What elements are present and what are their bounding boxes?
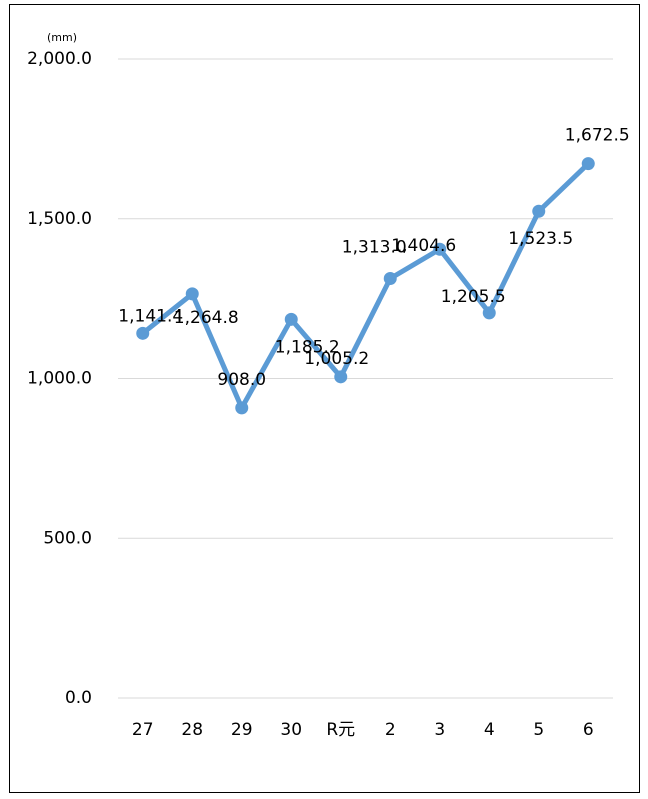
x-tick-label: 29 xyxy=(231,720,253,740)
x-tick-label: 2 xyxy=(385,720,396,740)
y-tick-label: 0.0 xyxy=(65,688,92,708)
data-label: 1,141.4 xyxy=(118,306,183,326)
y-tick-label: 500.0 xyxy=(43,528,92,548)
y-tick-label: 2,000.0 xyxy=(27,49,92,69)
point xyxy=(136,326,150,340)
data-label: 1,313.0 xyxy=(342,237,407,257)
chart-border xyxy=(9,4,640,793)
data-label: 1,005.2 xyxy=(304,349,369,369)
x-tick-label: 30 xyxy=(280,720,302,740)
point xyxy=(482,306,496,320)
x-tick-label: 5 xyxy=(533,720,544,740)
x-tick-label: 6 xyxy=(583,720,594,740)
unit-label: (mm) xyxy=(47,31,77,44)
x-tick-label: R元 xyxy=(326,720,355,740)
point xyxy=(383,271,397,285)
x-tick-label: 27 xyxy=(132,720,154,740)
data-label: 1,404.6 xyxy=(391,236,456,256)
data-label: 1,205.5 xyxy=(441,287,506,307)
y-tick-label: 1,000.0 xyxy=(27,369,92,389)
point xyxy=(235,401,249,415)
data-label: 1,264.8 xyxy=(174,308,239,328)
point xyxy=(581,157,595,171)
point xyxy=(334,370,348,384)
x-tick-label: 28 xyxy=(181,720,203,740)
y-tick-label: 1,500.0 xyxy=(27,209,92,229)
x-tick-label: 3 xyxy=(434,720,445,740)
line xyxy=(141,161,590,411)
data-label: 908.0 xyxy=(217,370,266,390)
point xyxy=(433,242,447,256)
data-label: 1,672.5 xyxy=(565,126,630,146)
point xyxy=(284,312,298,326)
data-label: 1,523.5 xyxy=(508,229,573,249)
data-label: 1,185.2 xyxy=(275,337,340,357)
x-tick-label: 4 xyxy=(484,720,495,740)
point xyxy=(532,204,546,218)
point xyxy=(185,287,199,301)
